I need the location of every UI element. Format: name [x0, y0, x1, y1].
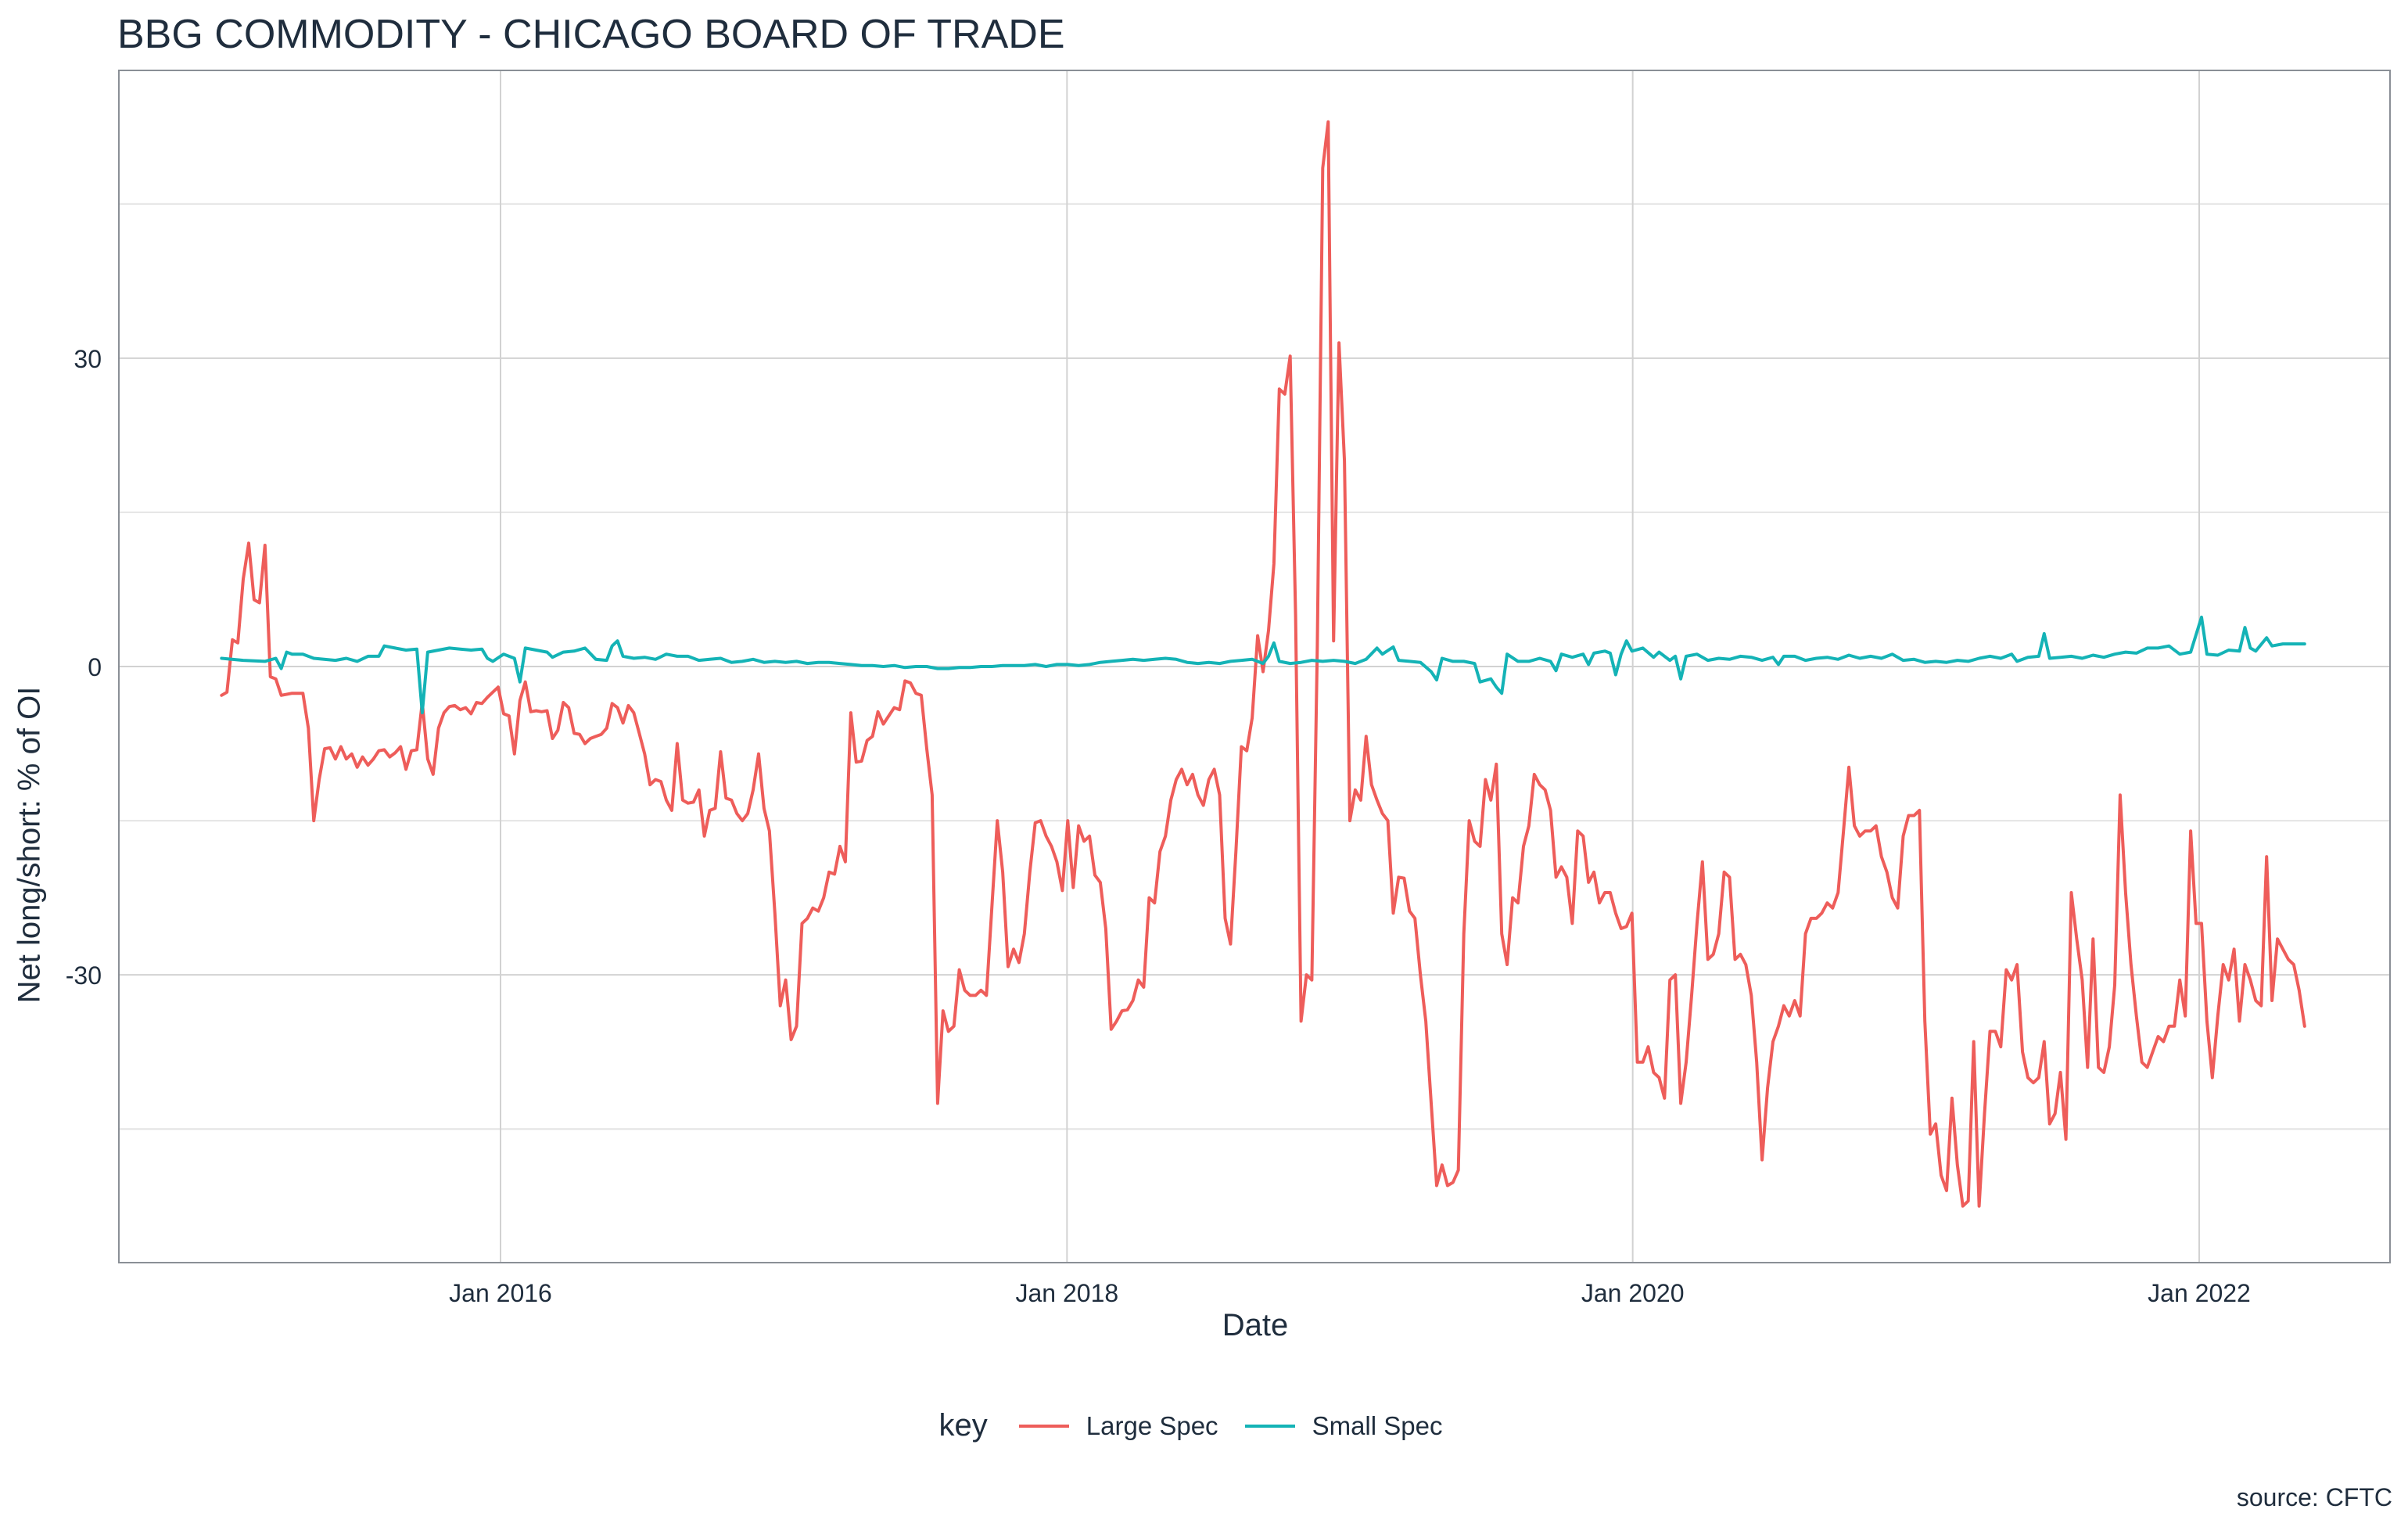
x-tick-label: Jan 2018: [1015, 1279, 1118, 1307]
x-tick-label: Jan 2016: [449, 1279, 552, 1307]
y-tick-label: 30: [74, 345, 102, 373]
y-tick-label: -30: [66, 961, 102, 990]
legend-item-small-spec: Small Spec: [1244, 1410, 1443, 1441]
legend-label-large-spec: Large Spec: [1086, 1410, 1218, 1440]
y-axis-label: Net long/short: % of OI: [12, 686, 47, 1004]
legend-label-small-spec: Small Spec: [1312, 1410, 1443, 1440]
x-tick-label: Jan 2022: [2148, 1279, 2251, 1307]
legend: key Large Spec Small Spec: [0, 1408, 2408, 1443]
x-tick-label: Jan 2020: [1581, 1279, 1685, 1307]
panel-border: [118, 70, 2391, 1263]
y-tick-label: 0: [88, 653, 102, 681]
legend-swatch-small-spec: [1244, 1424, 1295, 1428]
legend-swatch-large-spec: [1018, 1424, 1069, 1428]
series-line-large-spec: [220, 120, 2306, 1208]
chart-title: BBG COMMODITY - CHICAGO BOARD OF TRADE: [117, 12, 1065, 57]
series-line-small-spec: [220, 615, 2306, 715]
source-note: source: CFTC: [2236, 1483, 2392, 1511]
legend-title: key: [938, 1408, 988, 1443]
legend-item-large-spec: Large Spec: [1018, 1410, 1218, 1441]
x-axis-label: Date: [1222, 1308, 1289, 1342]
